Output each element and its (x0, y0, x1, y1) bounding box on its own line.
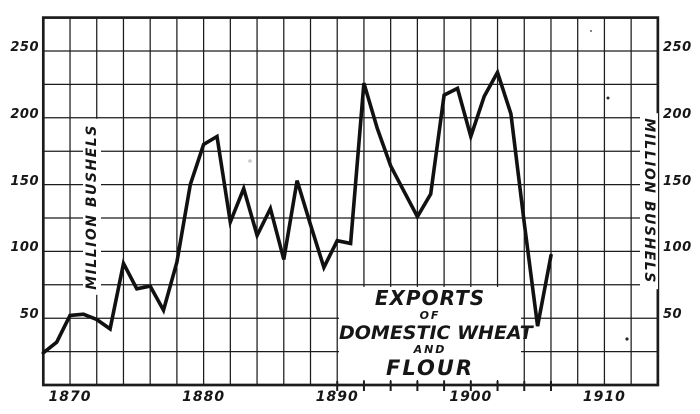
bottom-axis-ticks (336, 381, 552, 391)
data-line-wheat-exports (41, 67, 553, 355)
x-axis-tick-label: 1880 (182, 389, 226, 405)
chart-title: EXPORTS OF DOMESTIC WHEAT AND FLOUR (339, 286, 533, 380)
title-line-flour: FLOUR (385, 356, 475, 380)
scan-speckle (248, 159, 252, 163)
x-axis-tick-label: 1910 (582, 389, 626, 405)
x-axis-tick-label: 1900 (449, 389, 493, 405)
y-axis-tick-label-right: 200 (663, 106, 692, 122)
title-line-of: OF (419, 309, 441, 322)
y-axis-tick-label-left: 200 (10, 106, 39, 122)
y-axis-label-left: MILLION BUSHELS (83, 119, 101, 295)
y-axis-tick-label-left: 100 (10, 240, 39, 256)
scan-speckle (589, 29, 593, 33)
y-axis-tick-label-left: 250 (10, 40, 39, 55)
scan-speckle (625, 337, 629, 341)
x-axis-tick-label: 1870 (48, 389, 92, 405)
y-axis-tick-label-left: 50 (19, 307, 39, 323)
scan-noise-dots (248, 29, 629, 341)
y-axis-tick-label-right: 250 (663, 40, 692, 55)
scan-speckle (606, 96, 610, 100)
title-line-exports: EXPORTS (374, 286, 486, 310)
y-axis-tick-label-right: 50 (663, 307, 683, 323)
y-axis-label-right: MILLION BUSHELS (640, 113, 658, 289)
title-line-domestic-wheat: DOMESTIC WHEAT (339, 322, 533, 344)
x-axis-tick-label: 1890 (315, 389, 359, 405)
y-axis-tick-label-right: 150 (663, 173, 692, 189)
title-line-and: AND (413, 343, 447, 356)
y-axis-tick-label-left: 150 (10, 173, 39, 189)
y-axis-tick-label-right: 100 (663, 240, 692, 256)
